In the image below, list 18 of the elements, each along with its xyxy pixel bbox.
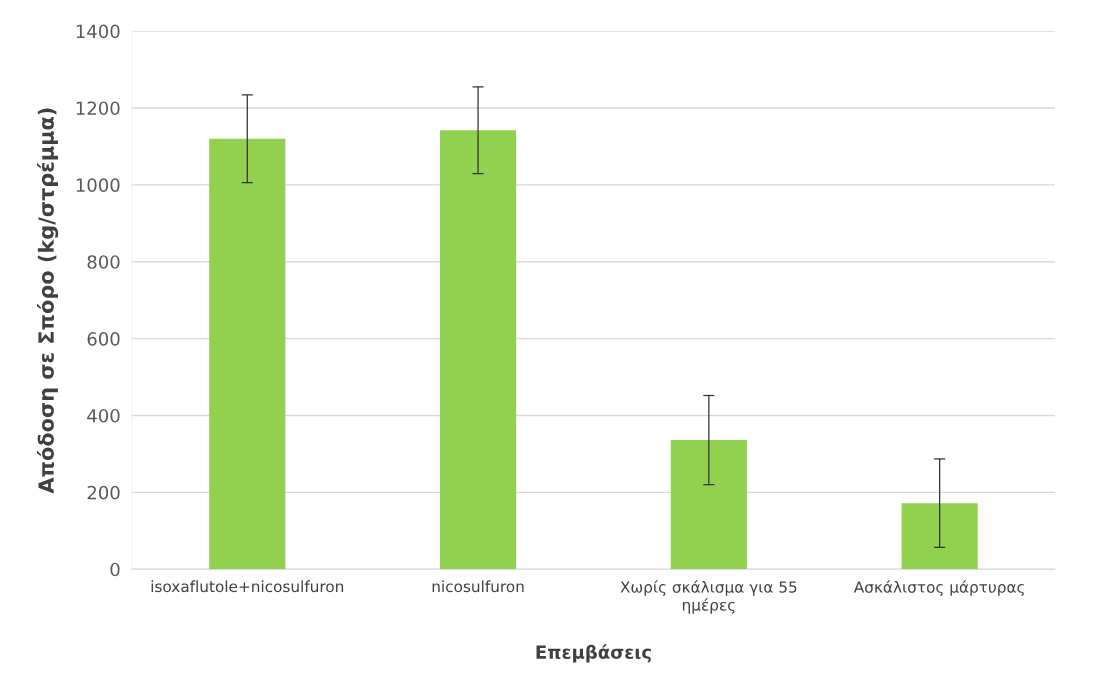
y-tick-label: 600 xyxy=(87,332,120,346)
bar xyxy=(209,138,286,570)
y-tick-label: 1000 xyxy=(76,178,120,192)
y-axis-title: Απόδοση σε Σπόρο (kg/στρέμμα) xyxy=(36,108,59,494)
y-tick-label: 200 xyxy=(87,485,120,500)
x-tick-label: nicosulfuron xyxy=(432,580,524,593)
bar xyxy=(901,503,978,570)
y-tick-label: 1400 xyxy=(76,24,120,39)
y-tick-label: 1200 xyxy=(76,101,120,116)
y-tick-label: 0 xyxy=(110,562,120,577)
x-tick-label: Ασκάλιστος μάρτυρας xyxy=(853,580,1024,596)
x-axis-title: Επεμβάσεις xyxy=(536,644,651,663)
y-tick-label: 800 xyxy=(87,255,120,269)
y-tick-label: 400 xyxy=(87,408,120,423)
bar xyxy=(439,130,517,570)
x-tick-label: Χωρίς σκάλισμα για 55 ημέρες xyxy=(620,580,797,614)
x-tick-label: isoxaflutole+nicosulfuron xyxy=(151,580,344,593)
bar xyxy=(670,440,747,570)
